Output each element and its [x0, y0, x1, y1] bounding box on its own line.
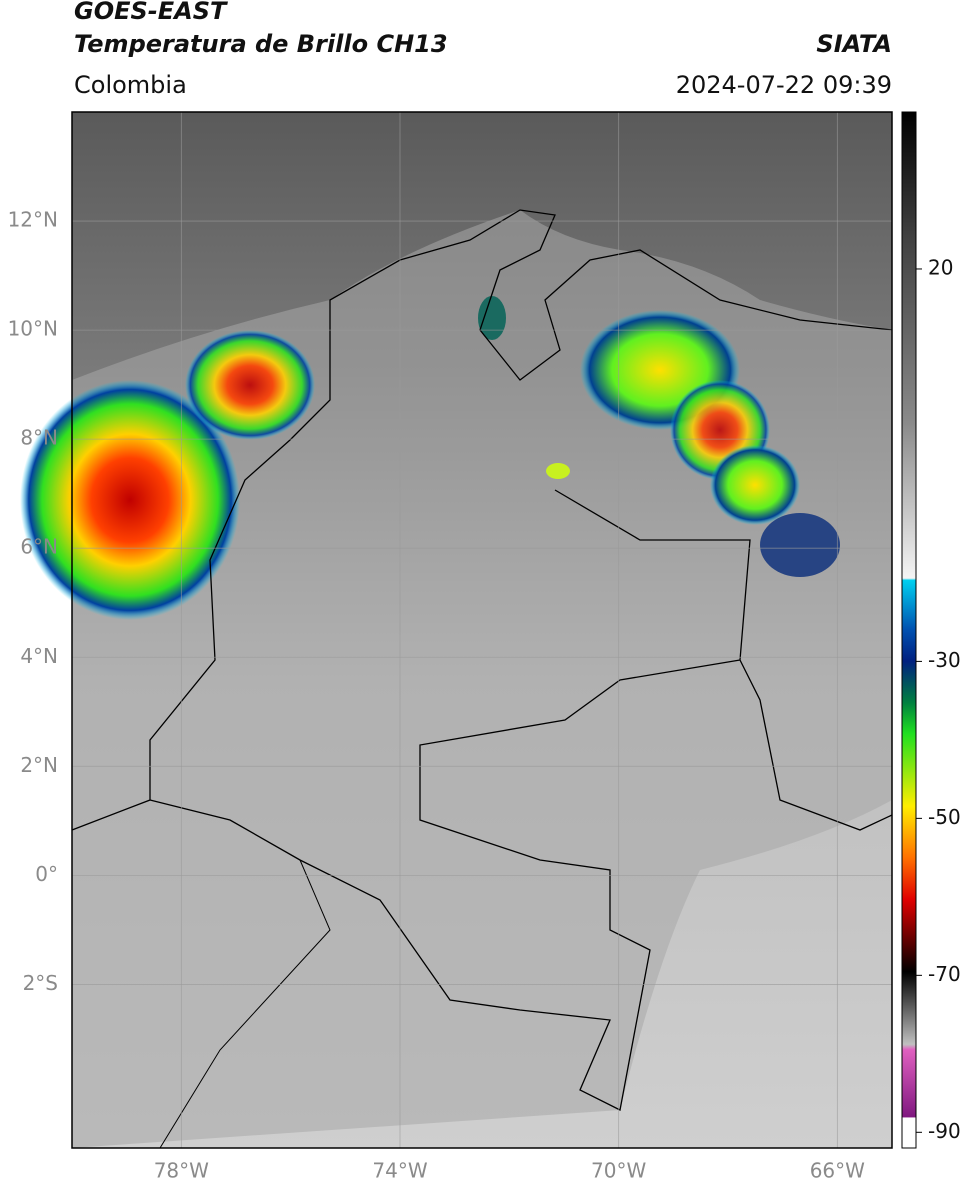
source: SIATA — [816, 30, 892, 58]
datetime: 2024-07-22 09:39 — [676, 71, 892, 99]
lat-tick-label: 2°N — [20, 753, 58, 777]
lat-tick-label: 4°N — [20, 644, 58, 668]
map-frame — [71, 111, 893, 1149]
product-title: Temperatura de Brillo CH13 — [74, 30, 448, 58]
colorbar — [901, 111, 917, 1149]
lat-tick-label: 2°S — [23, 971, 58, 995]
satellite-image — [20, 112, 893, 1149]
colorbar-tick-label: -30 — [928, 648, 961, 672]
colorbar-tick-label: -70 — [928, 962, 961, 986]
lat-tick-label: 12°N — [8, 208, 58, 232]
lat-tick-label: 10°N — [8, 317, 58, 341]
lon-tick-label: 70°W — [591, 1159, 646, 1183]
lat-tick-label: 0° — [35, 862, 58, 886]
lon-tick-label: 66°W — [810, 1159, 865, 1183]
colorbar-tick-label: -90 — [928, 1119, 961, 1143]
colorbar-tick-label: 20 — [928, 255, 953, 279]
satellite-title: GOES-EAST — [74, 0, 228, 25]
colorbar-tick-label: -50 — [928, 805, 961, 829]
region: Colombia — [74, 71, 187, 99]
lat-tick-label: 8°N — [20, 426, 58, 450]
lat-tick-label: 6°N — [20, 535, 58, 559]
lon-tick-label: 78°W — [154, 1159, 209, 1183]
lon-tick-label: 74°W — [372, 1159, 427, 1183]
